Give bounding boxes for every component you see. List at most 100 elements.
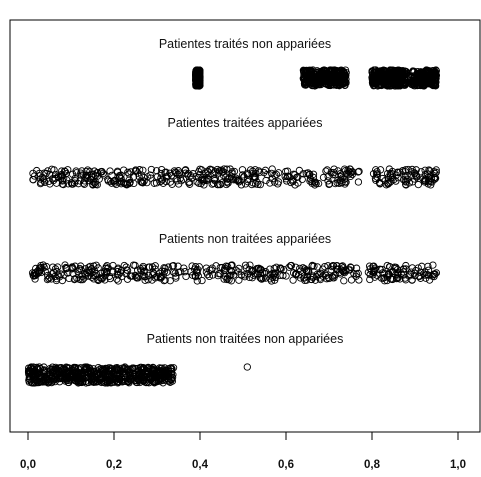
data-point bbox=[369, 78, 377, 86]
data-point bbox=[186, 180, 194, 188]
data-point bbox=[181, 268, 189, 276]
data-point bbox=[243, 363, 251, 371]
data-point bbox=[299, 170, 307, 178]
data-point bbox=[126, 376, 135, 384]
group-4: Patients non traitées non appariées bbox=[24, 332, 343, 387]
data-point bbox=[157, 174, 165, 182]
data-point bbox=[106, 177, 115, 186]
data-point bbox=[70, 275, 79, 284]
data-point bbox=[135, 166, 144, 174]
data-point bbox=[75, 378, 83, 386]
data-point bbox=[67, 370, 75, 379]
data-point bbox=[372, 166, 380, 174]
data-point bbox=[429, 261, 437, 269]
data-point bbox=[316, 80, 324, 88]
data-point bbox=[117, 175, 125, 183]
data-point bbox=[27, 365, 35, 373]
data-point bbox=[92, 261, 100, 269]
data-point bbox=[336, 270, 345, 278]
data-point bbox=[330, 168, 338, 177]
data-point bbox=[334, 167, 342, 175]
data-point bbox=[105, 367, 113, 375]
data-point bbox=[105, 364, 113, 372]
data-point bbox=[431, 169, 439, 178]
data-point bbox=[125, 365, 133, 373]
data-point bbox=[80, 180, 89, 188]
data-point bbox=[223, 178, 231, 186]
data-point bbox=[162, 168, 170, 176]
data-point bbox=[39, 175, 48, 183]
data-point bbox=[340, 71, 348, 80]
data-point bbox=[167, 374, 176, 383]
data-point bbox=[373, 79, 382, 87]
data-point bbox=[143, 173, 152, 181]
data-point bbox=[94, 363, 103, 372]
data-point bbox=[131, 166, 140, 174]
data-point bbox=[249, 267, 257, 275]
data-point bbox=[188, 271, 197, 279]
data-point bbox=[325, 180, 333, 189]
data-point bbox=[301, 274, 309, 282]
data-point bbox=[147, 174, 155, 182]
data-point bbox=[83, 373, 91, 382]
data-point bbox=[193, 178, 201, 186]
data-point bbox=[174, 262, 182, 270]
data-point bbox=[401, 177, 409, 185]
data-point bbox=[64, 166, 72, 174]
data-point bbox=[432, 269, 441, 277]
data-point bbox=[309, 273, 317, 282]
data-point bbox=[289, 176, 297, 184]
data-point bbox=[51, 174, 59, 183]
data-point bbox=[421, 166, 429, 174]
data-point bbox=[228, 168, 236, 176]
data-point bbox=[392, 270, 400, 279]
data-point bbox=[399, 265, 408, 273]
data-point bbox=[75, 266, 83, 274]
data-point bbox=[84, 166, 92, 174]
data-point bbox=[407, 74, 415, 82]
data-point bbox=[158, 267, 166, 275]
data-point bbox=[57, 270, 65, 278]
data-point bbox=[373, 271, 381, 279]
data-point bbox=[148, 263, 157, 271]
data-point bbox=[119, 178, 128, 187]
data-point bbox=[82, 365, 90, 374]
data-point bbox=[141, 276, 149, 284]
data-point bbox=[124, 377, 133, 386]
data-point bbox=[179, 175, 188, 183]
data-point bbox=[147, 165, 156, 174]
data-point bbox=[327, 168, 335, 177]
data-point bbox=[91, 180, 100, 189]
data-point bbox=[281, 172, 289, 181]
data-point bbox=[291, 181, 299, 189]
data-point bbox=[134, 375, 142, 383]
data-point bbox=[166, 178, 175, 186]
data-point bbox=[277, 265, 285, 273]
data-point bbox=[412, 166, 420, 174]
data-point bbox=[218, 179, 226, 187]
data-point bbox=[200, 181, 208, 189]
data-point bbox=[71, 177, 79, 185]
data-point bbox=[124, 168, 132, 176]
group-3: Patients non traitées appariées bbox=[28, 232, 441, 285]
data-point bbox=[225, 272, 234, 280]
data-point bbox=[342, 79, 350, 87]
data-point bbox=[392, 263, 400, 272]
data-point bbox=[418, 262, 426, 270]
data-point bbox=[267, 169, 276, 178]
data-point bbox=[354, 269, 362, 278]
data-point bbox=[310, 69, 318, 78]
data-point bbox=[266, 275, 274, 283]
data-point bbox=[29, 176, 37, 184]
data-point bbox=[139, 271, 148, 280]
data-point bbox=[46, 273, 54, 282]
data-point bbox=[419, 74, 427, 82]
data-point bbox=[48, 165, 56, 173]
data-point bbox=[411, 78, 419, 86]
data-point bbox=[113, 167, 122, 175]
data-point bbox=[143, 367, 151, 376]
data-point bbox=[395, 67, 403, 75]
data-point bbox=[354, 168, 362, 176]
data-point bbox=[193, 277, 201, 285]
data-point bbox=[309, 170, 318, 178]
